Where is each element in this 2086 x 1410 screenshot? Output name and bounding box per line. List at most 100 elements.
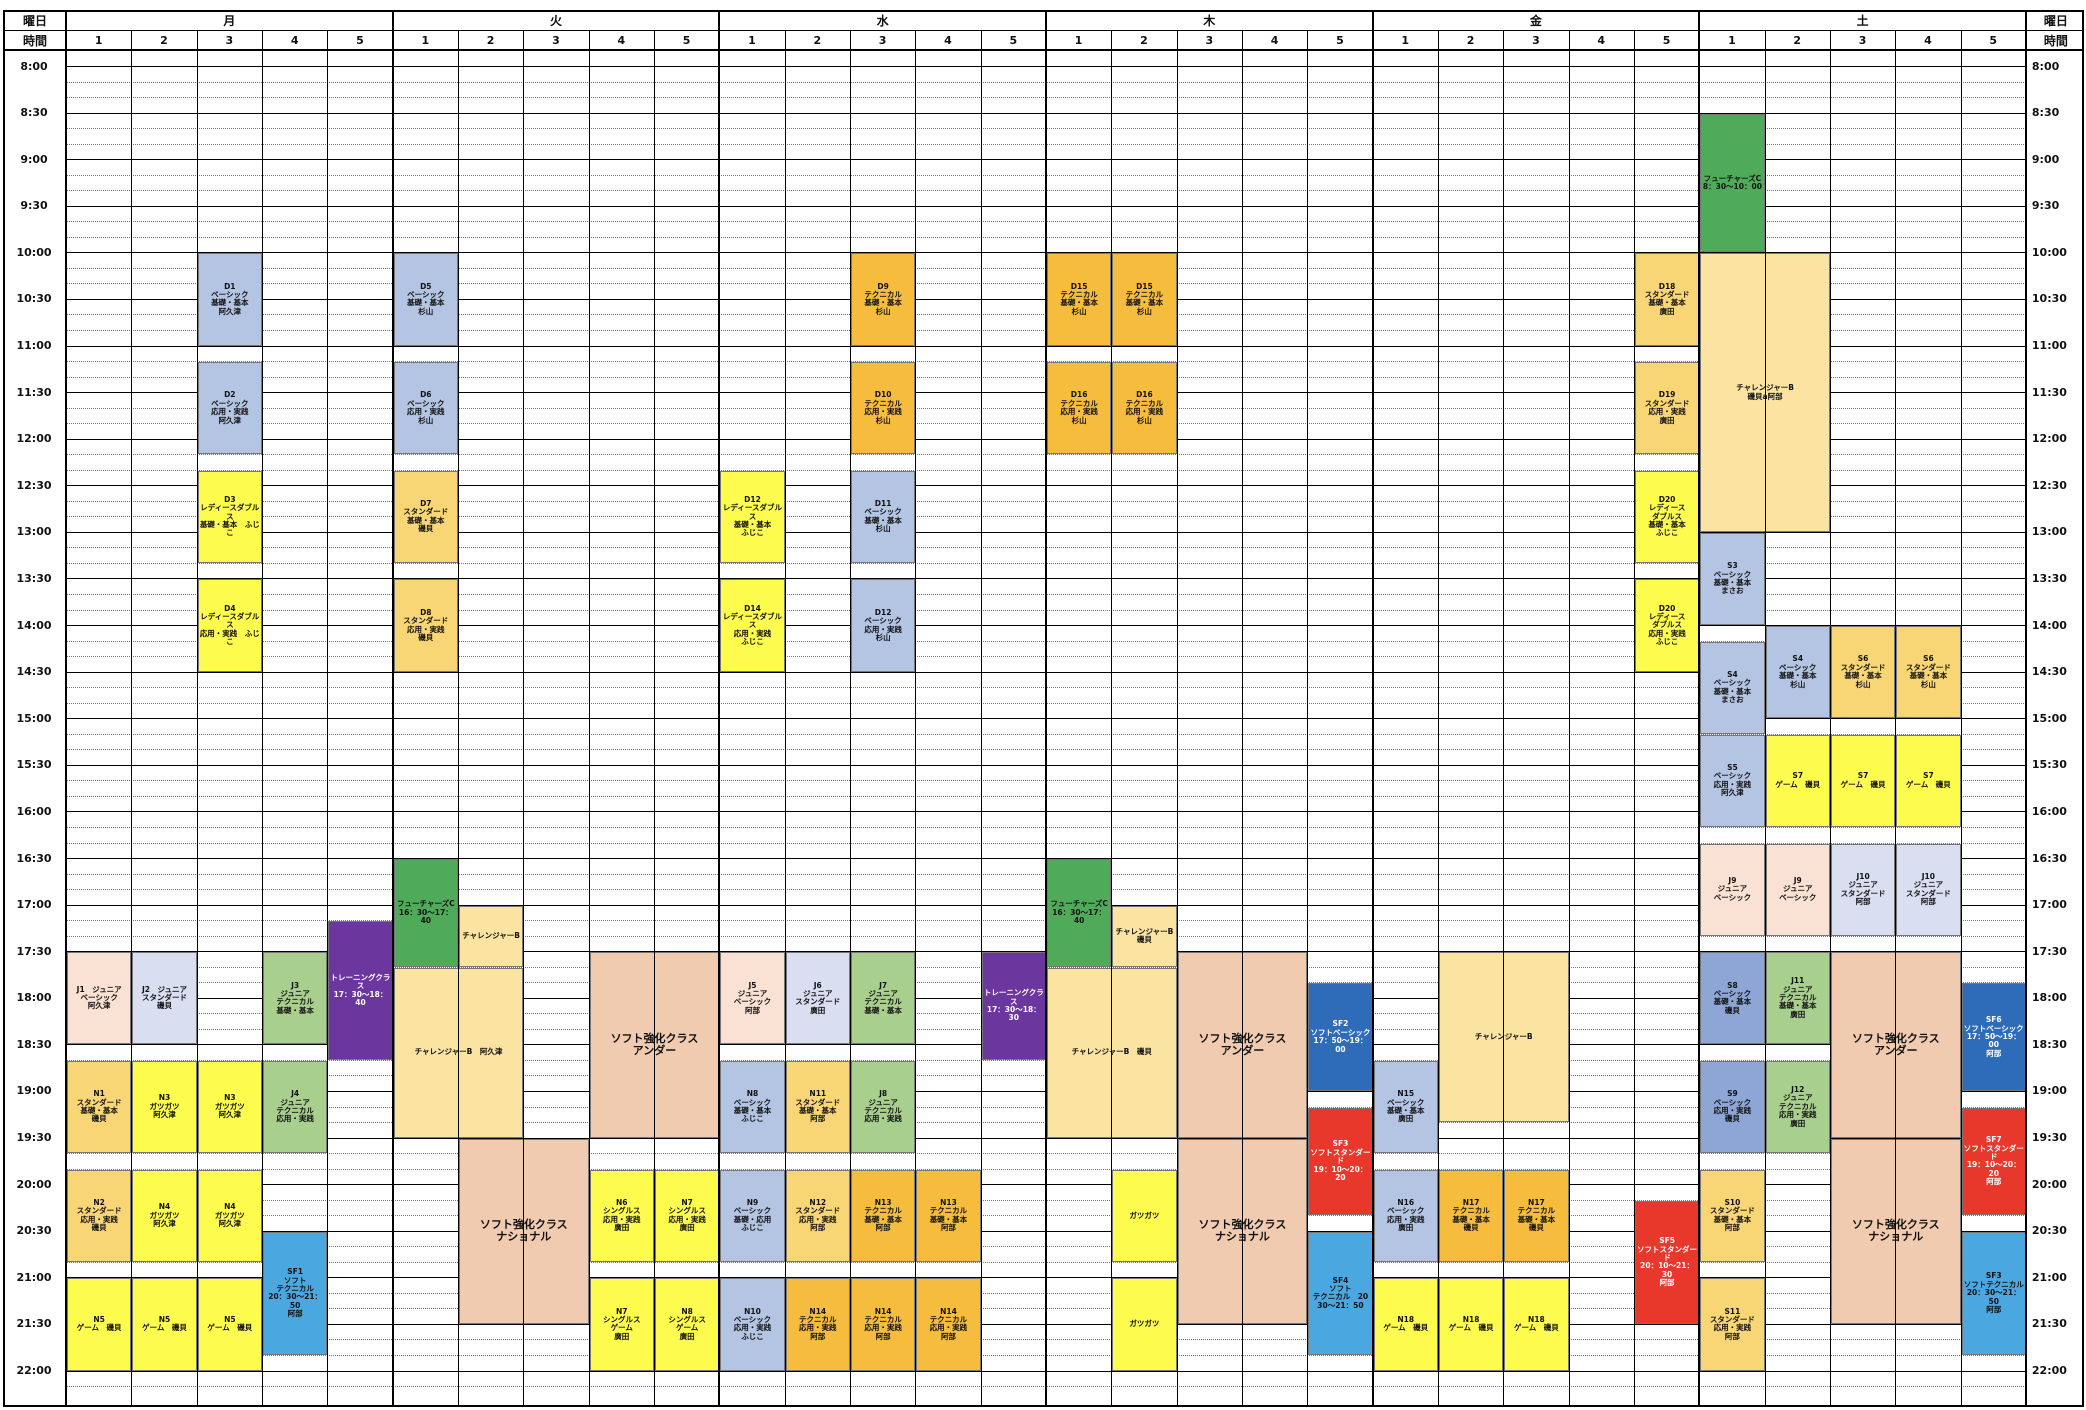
class-block[interactable]: D16 テクニカル 応用・実践 杉山	[1046, 362, 1112, 455]
class-block[interactable]: SF7 ソフトスタンダード 19：10〜20：20 阿部	[1961, 1107, 2026, 1216]
class-block[interactable]: SF3 ソフトスタンダード 19：10〜20：20	[1308, 1107, 1373, 1216]
class-block[interactable]: S10 スタンダード 基礎・基本 阿部	[1700, 1169, 1765, 1262]
class-block[interactable]: S7 ゲーム 磯貝	[1896, 734, 1961, 827]
class-block[interactable]: N10 ベーシック 応用・実践 ふじこ	[720, 1278, 785, 1371]
period-header: 1	[1074, 33, 1083, 47]
class-block[interactable]: D15 テクニカル 基礎・基本 杉山	[1046, 253, 1112, 346]
class-block[interactable]: フューチャーズC 16：30〜17：40	[393, 859, 458, 967]
class-block[interactable]: J9 ジュニア ベーシック	[1700, 843, 1765, 936]
class-block[interactable]: チャレンジャーB	[458, 905, 524, 967]
class-block[interactable]: D7 スタンダード 基礎・基本 磯貝	[393, 470, 458, 563]
class-block[interactable]: S7 ゲーム 磯貝	[1830, 734, 1896, 827]
class-block[interactable]: S7 ゲーム 磯貝	[1765, 734, 1830, 827]
class-block[interactable]: J8 ジュニア テクニカル 応用・実践	[850, 1060, 916, 1154]
class-block[interactable]: N14 テクニカル 応用・実践 阿部	[916, 1278, 981, 1371]
time-label: 15:30	[16, 758, 52, 772]
class-block[interactable]: N5 ゲーム 磯貝	[67, 1278, 132, 1371]
class-block[interactable]: N4 ガツガツ 阿久津	[132, 1169, 197, 1262]
class-block[interactable]: S5 ベーシック 応用・実践 阿久津	[1700, 734, 1765, 827]
class-block[interactable]: N8 シングルス ゲーム 廣田	[654, 1278, 720, 1371]
class-block[interactable]: D10 テクニカル 応用・実践 杉山	[850, 362, 916, 455]
class-block[interactable]: S8 ベーシック 基礎・基本 磯貝	[1700, 952, 1765, 1045]
class-block[interactable]: D8 スタンダード 応用・実践 磯貝	[393, 579, 458, 672]
class-block[interactable]: J5 ジュニア ベーシック 阿部	[720, 952, 785, 1045]
period-header: 4	[617, 33, 626, 47]
class-block[interactable]: N17 テクニカル 基礎・基本 磯貝	[1438, 1169, 1504, 1262]
class-block[interactable]: S11 スタンダード 応用・実践 阿部	[1700, 1278, 1765, 1371]
class-block[interactable]: N13 テクニカル 基礎・基本 阿部	[916, 1169, 981, 1262]
class-block[interactable]: N18 ゲーム 磯貝	[1438, 1278, 1504, 1371]
class-block[interactable]: N4 ガツガツ 阿久津	[197, 1169, 262, 1262]
class-block[interactable]: N7 シングルス 応用・実践 廣田	[654, 1169, 720, 1262]
class-block[interactable]: J1 ジュニア ベーシック 阿久津	[67, 952, 132, 1045]
class-block[interactable]: J10 ジュニア スタンダード 阿部	[1830, 843, 1896, 936]
class-block[interactable]: N18 ゲーム 磯貝	[1373, 1278, 1438, 1371]
class-block[interactable]: SF6 ソフトベーシック 17：50〜19：00 阿部	[1961, 983, 2026, 1091]
class-block[interactable]: J10 ジュニア スタンダード 阿部	[1896, 843, 1961, 936]
class-block[interactable]: SF1 ソフト テクニカル 20：30〜21：50 阿部	[262, 1231, 328, 1355]
class-block[interactable]: N1 スタンダード 基礎・基本 磯貝	[67, 1060, 132, 1154]
class-block[interactable]: J12 ジュニア テクニカル 応用・実践 廣田	[1765, 1060, 1830, 1154]
class-block[interactable]: チャレンジャーB 磯貝	[1112, 905, 1177, 967]
class-block[interactable]: S9 ベーシック 応用・実践 磯貝	[1700, 1060, 1765, 1154]
class-block[interactable]: SF3 ソフトテクニカル 20：30〜21：50 阿部	[1961, 1231, 2026, 1355]
class-block[interactable]: N17 テクニカル 基礎・基本 磯貝	[1504, 1169, 1569, 1262]
class-block[interactable]: フューチャーズC 16：30〜17：40	[1046, 859, 1112, 967]
class-block[interactable]: N3 ガツガツ 阿久津	[132, 1060, 197, 1154]
class-block[interactable]: N15 ベーシック 基礎・基本 廣田	[1373, 1060, 1438, 1154]
class-block[interactable]: J11 ジュニア テクニカル 基礎・基本 廣田	[1765, 952, 1830, 1045]
class-block[interactable]: D16 テクニカル 応用・実践 杉山	[1112, 362, 1177, 455]
class-block[interactable]: D20 レディース ダブルス 応用・実践 ふじこ	[1634, 579, 1700, 672]
class-block[interactable]: N14 テクニカル 応用・実践 阿部	[785, 1278, 850, 1371]
class-block[interactable]: N6 シングルス 応用・実践 廣田	[589, 1169, 654, 1262]
class-block[interactable]: D3 レディースダブルス 基礎・基本 ふじこ	[197, 470, 262, 563]
class-block[interactable]: D5 ベーシック 基礎・基本 杉山	[393, 253, 458, 346]
class-block[interactable]: N5 ゲーム 磯貝	[132, 1278, 197, 1371]
class-block[interactable]: D6 ベーシック 応用・実践 杉山	[393, 362, 458, 455]
class-block[interactable]: J2 ジュニア スタンダード 磯貝	[132, 952, 197, 1045]
class-block[interactable]: D12 ベーシック 応用・実践 杉山	[850, 579, 916, 672]
class-block[interactable]: フューチャーズC 8：30〜10：00	[1700, 113, 1765, 253]
class-block[interactable]: D20 レディース ダブルス 基礎・基本 ふじこ	[1634, 470, 1700, 563]
class-block[interactable]: J4 ジュニア テクニカル 応用・実践	[262, 1060, 328, 1154]
class-block[interactable]: N5 ゲーム 磯貝	[197, 1278, 262, 1371]
class-block[interactable]: ガツガツ	[1112, 1278, 1177, 1371]
class-block[interactable]: N7 シングルス ゲーム 廣田	[589, 1278, 654, 1371]
class-block[interactable]: J6 ジュニア スタンダード 廣田	[785, 952, 850, 1045]
class-block[interactable]: N8 ベーシック 基礎・基本 ふじこ	[720, 1060, 785, 1154]
class-block[interactable]: N9 ベーシック 基礎・応用 ふじこ	[720, 1169, 785, 1262]
class-block[interactable]: トレーニングクラス 17：30〜18：40	[328, 921, 393, 1060]
class-block[interactable]: D11 ベーシック 基礎・基本 杉山	[850, 470, 916, 563]
class-block[interactable]: J9 ジュニア ベーシック	[1765, 843, 1830, 936]
class-block[interactable]: J7 ジュニア テクニカル 基礎・基本	[850, 952, 916, 1045]
class-block[interactable]: D14 レディースダブルス 応用・実践 ふじこ	[720, 579, 785, 672]
class-block[interactable]: D2 ベーシック 応用・実践 阿久津	[197, 362, 262, 455]
class-block[interactable]: S6 スタンダード 基礎・基本 杉山	[1896, 626, 1961, 719]
class-block[interactable]: D18 スタンダード 基礎・基本 廣田	[1634, 253, 1700, 346]
class-block[interactable]: N2 スタンダード 応用・実践 磯貝	[67, 1169, 132, 1262]
class-block[interactable]: D15 テクニカル 基礎・基本 杉山	[1112, 253, 1177, 346]
class-block[interactable]: N16 ベーシック 応用・実践 廣田	[1373, 1169, 1438, 1262]
class-block[interactable]: N13 テクニカル 基礎・基本 阿部	[850, 1169, 916, 1262]
class-block[interactable]: S6 スタンダード 基礎・基本 杉山	[1830, 626, 1896, 719]
class-block[interactable]: SF5 ソフトスタンダード 20：10〜21：30 阿部	[1634, 1200, 1700, 1324]
class-block[interactable]: S4 ベーシック 基礎・基本 まさお	[1700, 641, 1765, 734]
class-block[interactable]: D19 スタンダード 応用・実践 廣田	[1634, 362, 1700, 455]
class-block[interactable]: ガツガツ	[1112, 1169, 1177, 1262]
class-block[interactable]: N3 ガツガツ 阿久津	[197, 1060, 262, 1154]
class-block[interactable]: D4 レディースダブルス 応用・実践 ふじこ	[197, 579, 262, 672]
class-block[interactable]: N18 ゲーム 磯貝	[1504, 1278, 1569, 1371]
class-block[interactable]: J3 ジュニア テクニカル 基礎・基本	[262, 952, 328, 1045]
class-block[interactable]: N14 テクニカル 応用・実践 阿部	[850, 1278, 916, 1371]
class-block[interactable]: トレーニングクラス 17：30〜18：30	[981, 952, 1046, 1060]
class-block[interactable]: D9 テクニカル 基礎・基本 杉山	[850, 253, 916, 346]
class-block[interactable]: S4 ベーシック 基礎・基本 杉山	[1765, 626, 1830, 719]
class-block[interactable]: SF4 ソフト テクニカル 20 30〜21：50	[1308, 1231, 1373, 1355]
class-block[interactable]: SF2 ソフトベーシック 17：50〜19：00	[1308, 983, 1373, 1091]
class-block[interactable]: D12 レディースダブルス 基礎・基本 ふじこ	[720, 470, 785, 563]
class-block[interactable]: D1 ベーシック 基礎・基本 阿久津	[197, 253, 262, 346]
class-block[interactable]: S3 ベーシック 基礎・基本 まさお	[1700, 532, 1765, 626]
period-divider	[588, 30, 590, 1405]
class-block[interactable]: N11 スタンダード 基礎・基本 阿部	[785, 1060, 850, 1154]
class-block[interactable]: N12 スタンダード 応用・実践 阿部	[785, 1169, 850, 1262]
